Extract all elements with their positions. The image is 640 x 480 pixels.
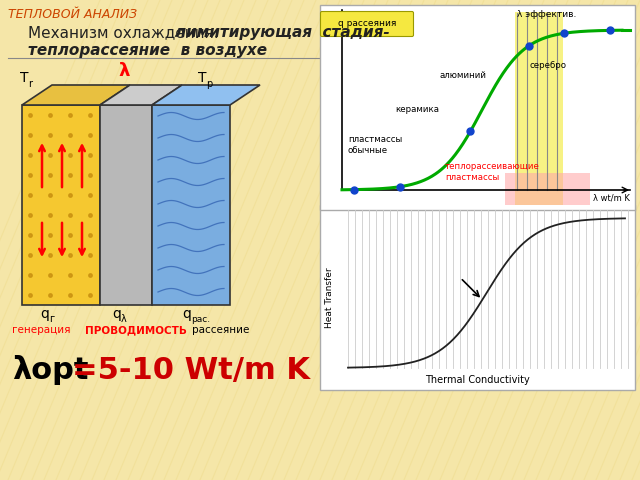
Polygon shape — [22, 105, 100, 305]
Text: алюминий: алюминий — [440, 71, 487, 80]
Text: ПРОВОДИМОСТЬ: ПРОВОДИМОСТЬ — [85, 325, 187, 335]
Text: теплорассеяние  в воздухе: теплорассеяние в воздухе — [28, 43, 267, 58]
FancyBboxPatch shape — [321, 12, 413, 36]
Bar — [505, 173, 590, 205]
Text: λ: λ — [121, 314, 127, 324]
Text: r: r — [28, 79, 32, 89]
Text: серебро: серебро — [530, 60, 567, 70]
Text: p: p — [206, 79, 212, 89]
Polygon shape — [152, 85, 260, 105]
Text: Thermal Conductivity: Thermal Conductivity — [425, 375, 530, 385]
Text: q: q — [112, 307, 121, 321]
Text: λ эффектив.: λ эффектив. — [517, 10, 577, 19]
Text: рассеяние: рассеяние — [192, 325, 250, 335]
Text: ТЕПЛОВОЙ АНАЛИЗ: ТЕПЛОВОЙ АНАЛИЗ — [8, 8, 137, 21]
Text: λ: λ — [118, 62, 129, 80]
Polygon shape — [100, 85, 182, 105]
Polygon shape — [22, 85, 130, 105]
Text: пластмассы
обычные: пластмассы обычные — [348, 134, 403, 156]
Polygon shape — [152, 105, 230, 305]
Text: q рассеяния: q рассеяния — [338, 20, 396, 28]
Polygon shape — [100, 105, 152, 305]
Bar — [320, 5, 635, 210]
Text: λopt: λopt — [12, 355, 88, 385]
Text: =5-10 Wt/m K: =5-10 Wt/m K — [72, 356, 310, 384]
Text: q: q — [182, 307, 191, 321]
Bar — [320, 205, 635, 390]
Text: λ wt/m K: λ wt/m K — [593, 193, 630, 203]
Text: q: q — [40, 307, 49, 321]
Text: генерация: генерация — [12, 325, 70, 335]
Text: керамика: керамика — [395, 106, 439, 115]
Text: T: T — [20, 71, 29, 85]
Text: лимитирующая  стадия-: лимитирующая стадия- — [175, 25, 390, 40]
Text: Heat Transfer: Heat Transfer — [326, 267, 335, 328]
Text: T: T — [198, 71, 207, 85]
Text: теплорассеивающие
пластмассы: теплорассеивающие пластмассы — [445, 162, 540, 182]
Text: Механизм охлаждения:: Механизм охлаждения: — [28, 25, 228, 40]
Text: г: г — [49, 314, 54, 324]
Bar — [515, 12, 563, 205]
Text: рас.: рас. — [191, 315, 210, 324]
